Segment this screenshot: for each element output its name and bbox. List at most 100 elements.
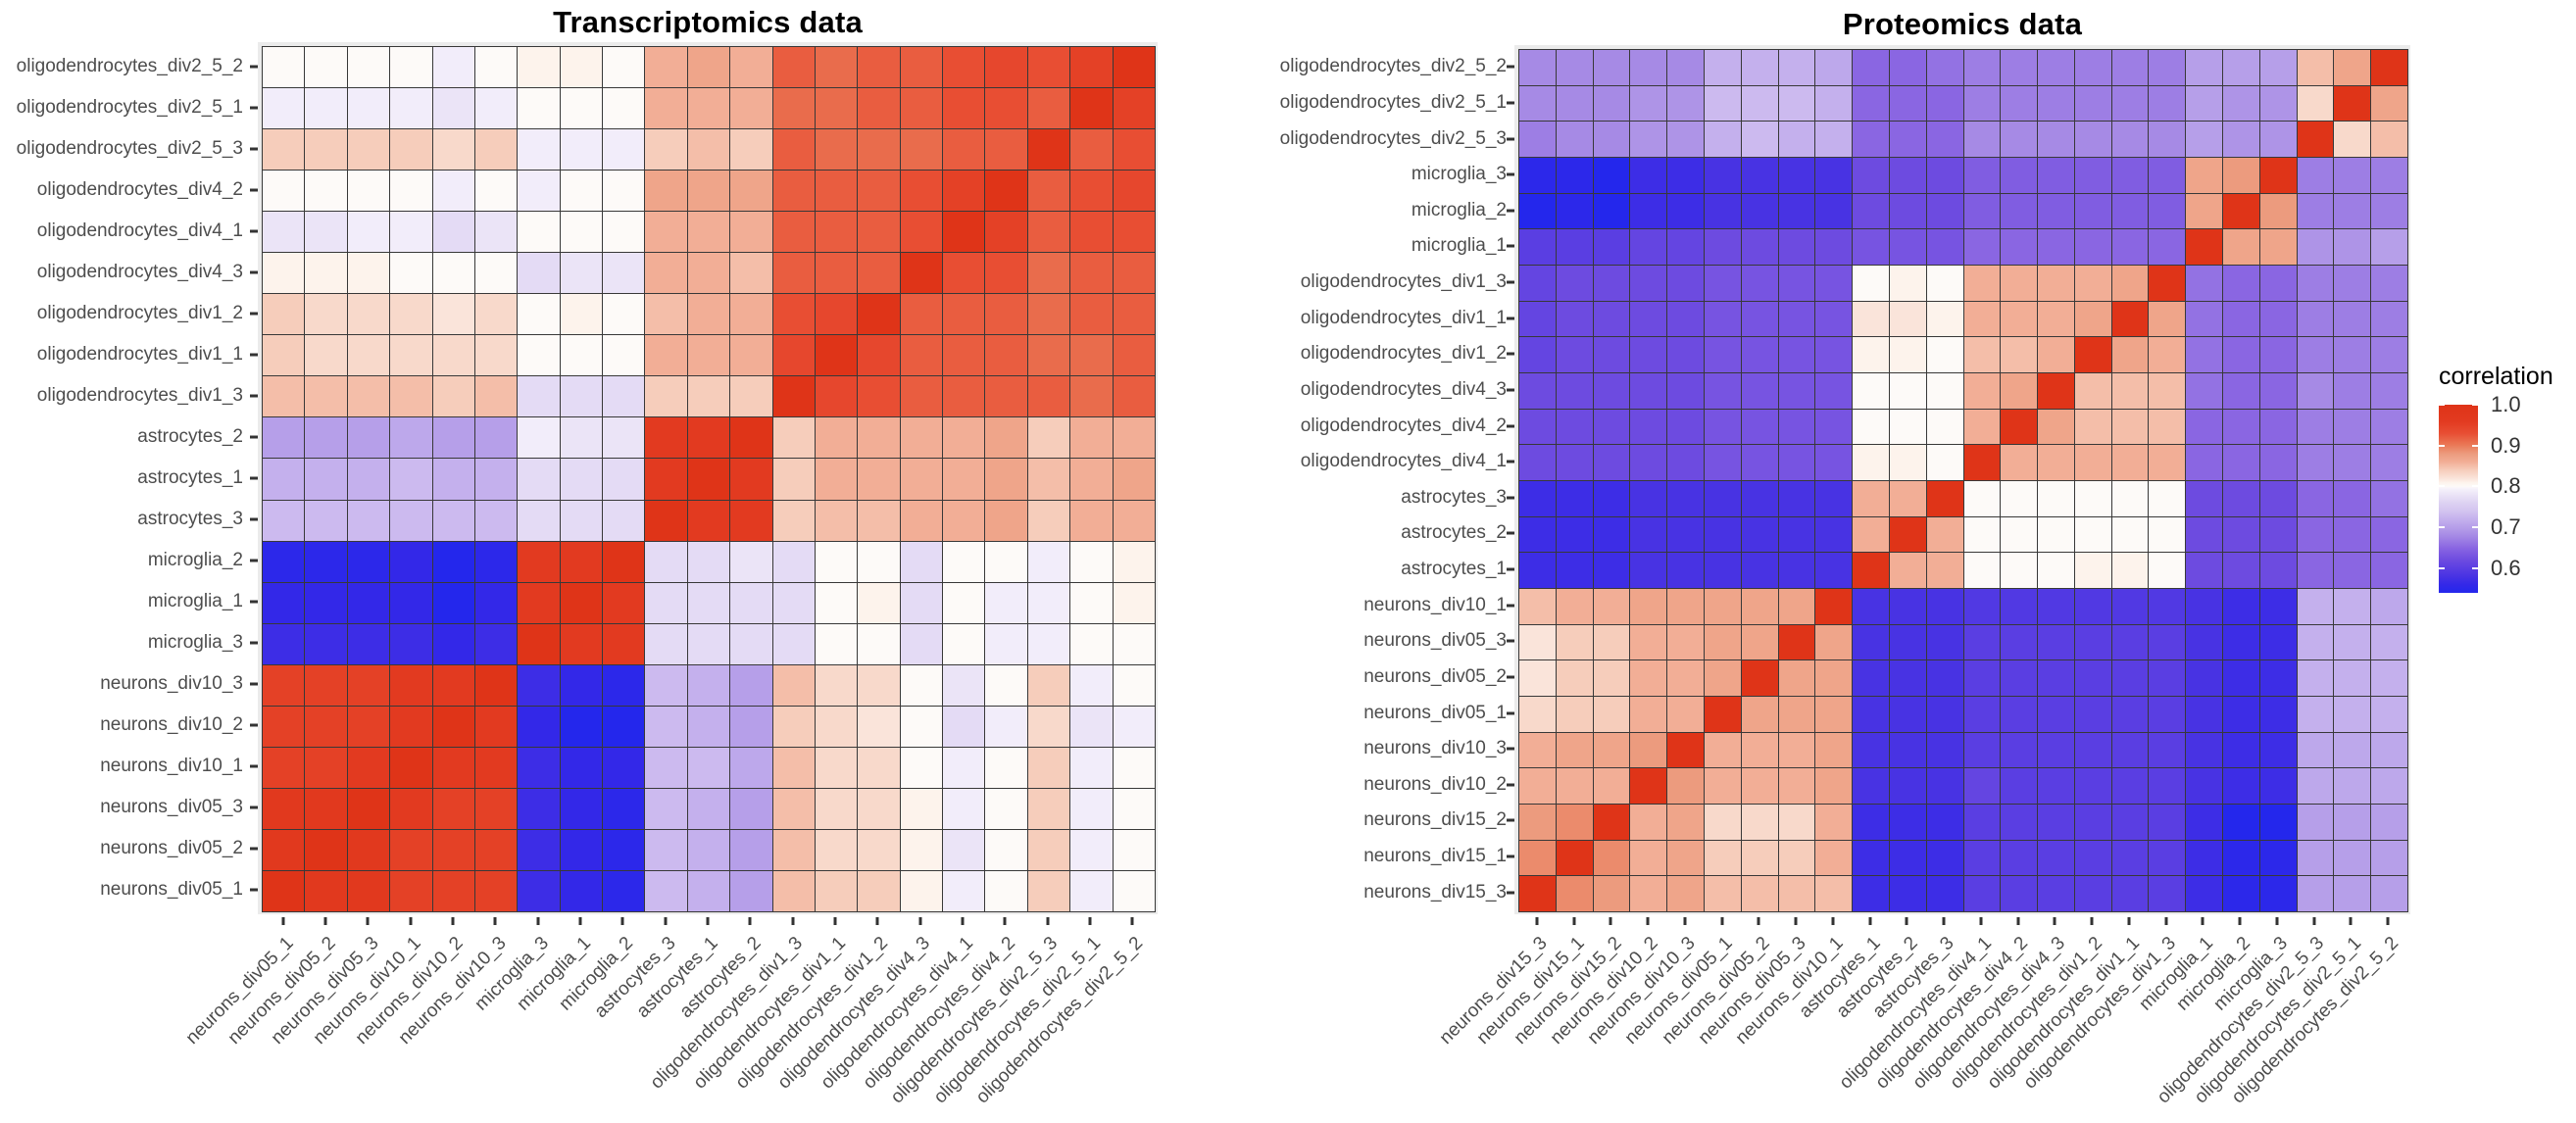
- heatmap-cell: [900, 417, 943, 459]
- heatmap-cell: [390, 582, 432, 623]
- heatmap-cell: [2001, 805, 2038, 840]
- heatmap-cell: [1963, 805, 2001, 840]
- heatmap-cell: [1113, 870, 1155, 911]
- heatmap-cell: [474, 664, 518, 706]
- heatmap-cell: [1027, 88, 1070, 129]
- heatmap-cell: [1113, 706, 1155, 747]
- heatmap-cell: [1667, 266, 1704, 301]
- heatmap-cell: [1963, 697, 2001, 732]
- heatmap-cell: [772, 129, 815, 171]
- heatmap-cell: [1027, 582, 1070, 623]
- heatmap-cell: [2297, 516, 2334, 553]
- heatmap-cell: [815, 171, 858, 212]
- axis-tick: [1942, 917, 1946, 925]
- heatmap-cell: [687, 47, 730, 88]
- heatmap-cell: [1889, 85, 1926, 122]
- heatmap-cell: [2259, 840, 2297, 876]
- heatmap-cell: [1704, 373, 1741, 409]
- heatmap-cell: [1593, 516, 1630, 553]
- heatmap-cell: [2038, 768, 2074, 804]
- heatmap-cell: [1556, 876, 1593, 911]
- heatmap-cell: [1963, 193, 2001, 229]
- heatmap-cell: [2186, 660, 2223, 696]
- heatmap-cell: [985, 788, 1027, 829]
- heatmap-cell: [943, 541, 985, 582]
- heatmap-cell: [1630, 624, 1667, 660]
- heatmap-cell: [1519, 589, 1556, 624]
- plot-title-transcriptomics: Transcriptomics data: [553, 5, 863, 39]
- y-axis-ticks: [1507, 49, 1514, 910]
- legend-tick-label: 0.9: [2491, 432, 2521, 458]
- heatmap-cell: [1630, 301, 1667, 337]
- heatmap-cell: [263, 870, 305, 911]
- heatmap-cell: [1741, 266, 1778, 301]
- axis-tick: [250, 476, 258, 480]
- heatmap-cell: [2186, 624, 2223, 660]
- heatmap-cell: [2297, 805, 2334, 840]
- heatmap-cell: [1778, 660, 1815, 696]
- heatmap-cell: [2001, 85, 2038, 122]
- axis-tick: [250, 682, 258, 686]
- heatmap-cell: [687, 706, 730, 747]
- heatmap-cell: [518, 829, 560, 870]
- heatmap-cell: [730, 582, 772, 623]
- heatmap-cell: [518, 253, 560, 294]
- heatmap-cell: [2038, 85, 2074, 122]
- heatmap-cell: [985, 294, 1027, 335]
- legend-tick-mark: [2472, 404, 2478, 406]
- heatmap-cell: [772, 459, 815, 500]
- axis-tick: [2090, 917, 2094, 925]
- heatmap-cell: [2371, 624, 2407, 660]
- heatmap-cell: [1778, 840, 1815, 876]
- heatmap-cell: [1027, 459, 1070, 500]
- heatmap-cell: [815, 500, 858, 541]
- heatmap-cell: [1815, 516, 1853, 553]
- heatmap-cell: [1556, 732, 1593, 768]
- heatmap-cell: [1667, 805, 1704, 840]
- heatmap-cell: [1815, 768, 1853, 804]
- axis-tick: [2053, 917, 2056, 925]
- heatmap-cell: [560, 541, 603, 582]
- axis-tick: [493, 917, 497, 925]
- heatmap-cell: [305, 829, 347, 870]
- heatmap-cell: [1889, 876, 1926, 911]
- heatmap-cell: [1889, 481, 1926, 516]
- heatmap-cell: [1027, 541, 1070, 582]
- heatmap-cell: [1630, 122, 1667, 157]
- heatmap-cell: [432, 870, 474, 911]
- heatmap-cell: [2038, 876, 2074, 911]
- heatmap-cell: [645, 582, 687, 623]
- heatmap-cell: [772, 664, 815, 706]
- y-axis-label: oligodendrocytes_div1_3: [1300, 271, 1507, 293]
- heatmap-cell: [1593, 553, 1630, 588]
- y-axis-label: neurons_div10_3: [1363, 738, 1507, 759]
- heatmap-cell: [985, 829, 1027, 870]
- heatmap-cell: [687, 623, 730, 664]
- heatmap-cell: [305, 541, 347, 582]
- y-axis-label: oligodendrocytes_div4_3: [1300, 378, 1507, 400]
- legend-tick-mark: [2439, 404, 2445, 406]
- heatmap-cell: [1027, 788, 1070, 829]
- heatmap-cell: [603, 129, 645, 171]
- legend-tick-mark: [2439, 485, 2445, 488]
- heatmap-cell: [1741, 589, 1778, 624]
- heatmap-cell: [1519, 445, 1556, 480]
- legend-tick-label: 1.0: [2491, 392, 2521, 416]
- heatmap-cell: [1667, 193, 1704, 229]
- heatmap-cell: [2149, 158, 2186, 193]
- heatmap-cell: [1889, 589, 1926, 624]
- heatmap-cell: [263, 582, 305, 623]
- heatmap-cell: [2259, 624, 2297, 660]
- heatmap-cell: [1070, 376, 1113, 417]
- heatmap-cell: [1593, 697, 1630, 732]
- heatmap-cell: [347, 459, 390, 500]
- heatmap-cell: [603, 376, 645, 417]
- heatmap-cell: [1853, 589, 1889, 624]
- heatmap-cell: [1630, 840, 1667, 876]
- heatmap-cell: [772, 623, 815, 664]
- heatmap-cell: [2334, 85, 2371, 122]
- heatmap-cell: [1630, 805, 1667, 840]
- heatmap-cell: [1963, 876, 2001, 911]
- heatmap-cell: [2074, 481, 2111, 516]
- heatmap-cell: [645, 664, 687, 706]
